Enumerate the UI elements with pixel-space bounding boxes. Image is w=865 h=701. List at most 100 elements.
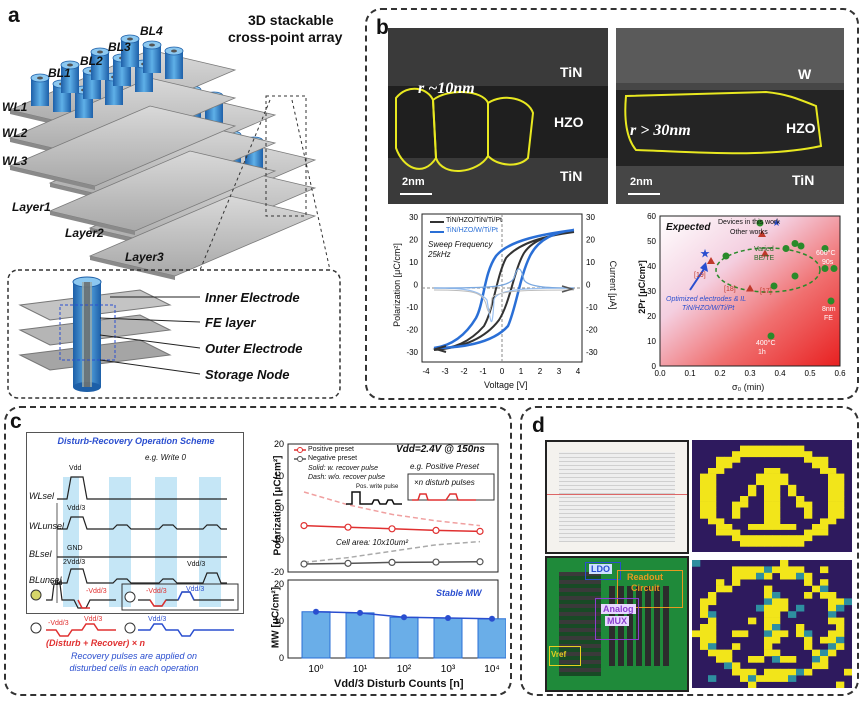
bitline-label: BL4 — [140, 24, 163, 38]
pol-vdd-note: Vdd=2.4V @ 150ns — [396, 444, 485, 455]
pulse-vdd: Vdd — [50, 580, 63, 587]
pol-point — [388, 558, 396, 567]
bench-ytick: 60 — [647, 212, 656, 221]
bench-point-other — [767, 332, 775, 340]
hyst-legend-2: TiN/HZO/W/Ti/Pt — [446, 227, 498, 234]
pol-point — [300, 521, 308, 530]
hyst-rytick: 30 — [586, 213, 595, 222]
bench-expected: Expected — [666, 222, 711, 233]
hyst-rytick: 0 — [586, 281, 591, 290]
chip-label-mux: MUX — [605, 616, 629, 626]
inset-label-outer-electrode: Outer Electrode — [205, 341, 303, 356]
hyst-ytick: 20 — [409, 236, 418, 245]
bench-point-other — [791, 272, 799, 280]
array-title-line1: 3D stackable — [248, 12, 334, 28]
mw-bar — [389, 616, 419, 659]
inset-label-inner-electrode: Inner Electrode — [205, 290, 300, 305]
mw-point — [489, 615, 495, 622]
bench-point-this: ★ — [700, 247, 711, 261]
wordline-label: WL3 — [2, 154, 28, 168]
pol-dash-note: Dash: w/o. recover pulse — [308, 474, 386, 481]
layer-label: Layer1 — [12, 200, 51, 214]
hyst-ytick: 0 — [414, 281, 419, 290]
pol-cell-area: Cell area: 10x10um² — [336, 538, 409, 547]
pulse-vdd3-c: Vdd/3 — [148, 616, 167, 623]
mw-point — [313, 608, 319, 615]
pol-point — [476, 527, 484, 535]
mw-bar — [345, 612, 375, 659]
signal-bl-unsel: BLunsel — [29, 575, 62, 585]
bench-600-2: 90s — [822, 259, 834, 266]
panel-b-letter: b — [376, 16, 389, 39]
array-photo — [545, 440, 689, 554]
bench-ytick: 10 — [647, 337, 656, 346]
tem-left-scale: 2nm — [402, 176, 425, 188]
disturb-recover-formula: (Disturb + Recover) × n — [46, 638, 146, 648]
pol-ytick: -10 — [271, 535, 284, 545]
pulse-neg-vdd3-c: -Vdd/3 — [48, 620, 69, 627]
bench-varied-2: BE/TE — [754, 255, 775, 262]
mw-xtick: 10⁰ — [308, 664, 323, 675]
level-vdd: Vdd — [69, 465, 82, 472]
mw-chart: 20 10 0 10⁰ 10¹ 10² 10³ 10⁴ Stable MW MW [μC/c… — [246, 576, 507, 694]
recovery-note-2: disturbed cells in each operation — [69, 663, 199, 673]
chip-label-circuit: Circuit — [631, 583, 660, 593]
pulse-neg-vdd3-b: -Vdd/3 — [146, 588, 167, 595]
hyst-xtick: 2 — [538, 367, 543, 376]
hyst-xtick: 3 — [557, 367, 562, 376]
pol-point — [344, 559, 352, 567]
signal-wl-unsel: WLunsel — [29, 521, 65, 531]
scheme-title: Disturb-Recovery Operation Scheme — [57, 436, 215, 446]
hyst-ytick: -20 — [406, 326, 418, 335]
bench-ytick: 0 — [652, 362, 657, 371]
bench-8nm-2: FE — [824, 315, 833, 322]
hyst-xtick: -1 — [479, 367, 487, 376]
mw-xtick: 10¹ — [353, 664, 368, 675]
mw-bar — [477, 618, 507, 659]
hyst-rytick: 20 — [586, 236, 595, 245]
hyst-xtick: -4 — [422, 367, 430, 376]
hyst-xtick: 0 — [500, 367, 505, 376]
recovery-note-1: Recovery pulses are applied on — [70, 651, 198, 661]
inset-label-fe-layer: FE layer — [205, 315, 256, 330]
bench-point-other — [827, 297, 835, 305]
tem-left-top: TiN — [560, 64, 583, 80]
pol-legend-neg: Negative preset — [308, 455, 358, 462]
bitline-label: BL1 — [48, 66, 71, 80]
benchmark-chart: ★ 0.0 0.1 0.2 0.3 0.4 0.5 0.6 0 10 20 30 40 50 60 ★ … — [630, 210, 852, 396]
chip-label-vref: Vref — [551, 650, 567, 659]
panel-d-letter: d — [532, 414, 545, 437]
signal-wl-sel: WLsel — [29, 491, 55, 501]
bench-point-other — [830, 265, 838, 272]
hyst-note-line2: 25kHz — [428, 250, 451, 259]
pol-point — [432, 526, 440, 535]
panel-d-frame — [520, 406, 859, 696]
panel-c-frame — [4, 406, 512, 696]
hyst-ytick: 10 — [409, 258, 418, 267]
panel-a-letter: a — [8, 4, 20, 27]
pulse-vdd3-a: Vdd/3 — [84, 616, 103, 623]
hyst-xtick: -2 — [460, 367, 468, 376]
bench-ytick: 50 — [647, 237, 656, 246]
mw-point — [357, 609, 363, 616]
pol-legend-pos: Positive preset — [308, 446, 354, 453]
pol-ytick: 0 — [279, 503, 284, 513]
level-2vdd3: 2Vdd/3 — [63, 559, 86, 566]
mw-ytick: 0 — [279, 653, 284, 663]
bench-400-1: 400°C — [756, 340, 776, 347]
mw-xtick: 10² — [397, 664, 412, 675]
tem-right-bottom: TiN — [792, 172, 815, 188]
mw-ytick: 10 — [274, 616, 284, 626]
bench-xtick: 0.1 — [684, 369, 696, 378]
mw-stable-label: Stable MW — [436, 588, 482, 598]
pol-example-note: e.g. Positive Preset — [410, 462, 479, 471]
tem-left-bottom: TiN — [560, 168, 583, 184]
bench-opt-2: TiN/HZO/W/Ti/Pt — [682, 305, 735, 312]
layer-label: Layer2 — [65, 226, 104, 240]
bitline-label: BL2 — [80, 54, 103, 68]
bench-point-other-tri — [707, 257, 715, 264]
pol-disturb-note: ×n disturb pulses — [414, 478, 475, 487]
bench-point-other — [722, 252, 730, 260]
bench-8nm-1: 8nm — [822, 306, 836, 313]
hysteresis-chart: -4 -3 -2 -1 0 1 2 3 4 30 20 10 0 -10 -20 -30 30 20 10 0 -1… — [384, 208, 620, 394]
